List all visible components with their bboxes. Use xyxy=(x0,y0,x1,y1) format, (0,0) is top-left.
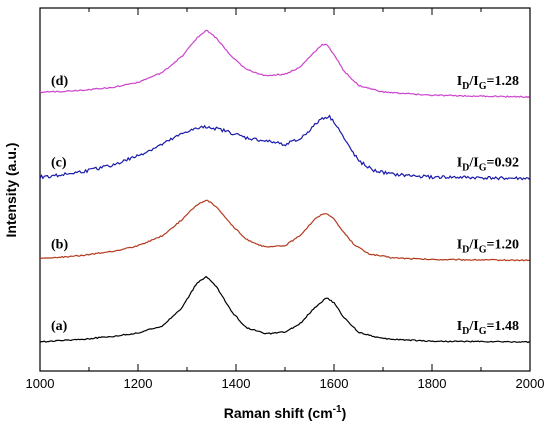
ratio-text-part: G xyxy=(479,326,487,337)
ratio-text-part: =1.20 xyxy=(487,237,519,252)
ratio-text-part: I xyxy=(457,156,462,171)
ratio-text-part: G xyxy=(479,81,487,92)
ratio-text-part: D xyxy=(462,244,469,255)
x-axis-title-tail: ) xyxy=(342,405,347,421)
ratio-text-part: =0.92 xyxy=(487,156,519,171)
ratio-text-part: D xyxy=(462,81,469,92)
series-line-d xyxy=(39,29,530,99)
ratio-text-part: D xyxy=(462,163,469,174)
ratio-text-part: /I xyxy=(468,237,478,252)
series-line-c xyxy=(39,114,530,181)
series-labels: (d) ID/IG=1.28(c) ID/IG=0.92(b) ID/IG=1.20(… xyxy=(51,74,519,337)
x-tick-label: 1200 xyxy=(124,376,153,391)
ratio-label-c: ID/IG=0.92 xyxy=(457,156,519,174)
series-label-c: (c) xyxy=(51,156,67,171)
ratio-text-part: /I xyxy=(468,319,478,334)
plot-frame xyxy=(39,7,531,372)
series-line-b xyxy=(39,199,530,262)
x-axis-title-main: Raman shift (cm xyxy=(224,405,333,421)
x-tick-label: 1000 xyxy=(26,376,55,391)
series-group xyxy=(39,29,530,344)
x-tick-label: 1800 xyxy=(418,376,447,391)
x-tick-label: 1600 xyxy=(320,376,349,391)
ratio-label-a: ID/IG=1.48 xyxy=(457,319,519,337)
series-label-a: (a) xyxy=(51,319,68,334)
ratio-label-d: ID/IG=1.28 xyxy=(457,74,519,92)
series-label-b: (b) xyxy=(51,237,68,252)
series-line-a xyxy=(39,275,530,344)
ratio-text-part: =1.28 xyxy=(487,74,519,89)
x-tick-label: 2000 xyxy=(516,376,545,391)
x-axis-title: Raman shift (cm-1) xyxy=(224,404,347,421)
x-ticks: 1000 1200 1400 1600 1800 2000 xyxy=(26,8,545,391)
ratio-text-part: I xyxy=(457,237,462,252)
ratio-label-b: ID/IG=1.20 xyxy=(457,237,519,255)
ratio-text-part: D xyxy=(462,326,469,337)
ratio-text-part: G xyxy=(479,163,487,174)
ratio-text-part: G xyxy=(479,244,487,255)
ratio-text-part: /I xyxy=(468,74,478,89)
y-axis-title: Intensity (a.u.) xyxy=(3,143,19,238)
ratio-text-part: /I xyxy=(468,156,478,171)
ratio-text-part: I xyxy=(457,74,462,89)
series-label-d: (d) xyxy=(51,74,68,89)
ratio-text-part: I xyxy=(457,319,462,334)
x-tick-label: 1400 xyxy=(222,376,251,391)
x-axis-title-sup: -1 xyxy=(333,404,342,415)
ratio-text-part: =1.48 xyxy=(487,319,519,334)
